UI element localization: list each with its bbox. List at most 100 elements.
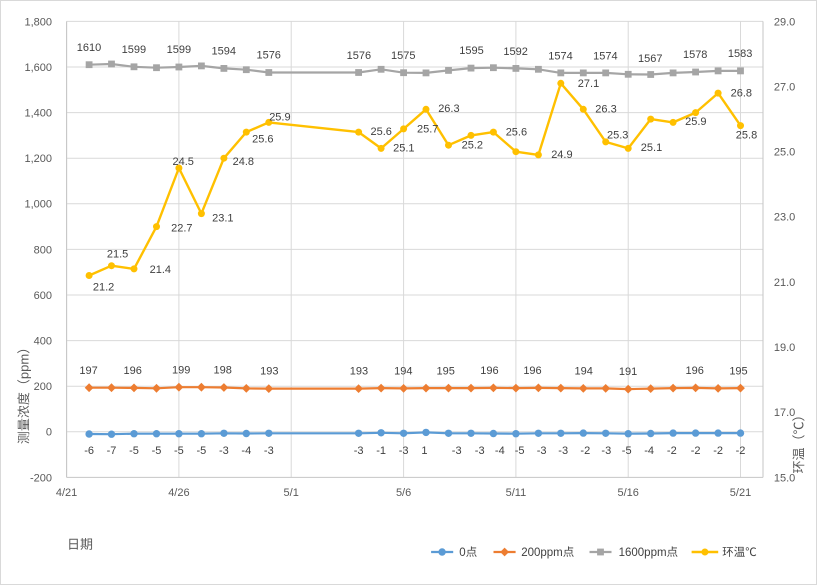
svg-text:-2: -2 bbox=[691, 445, 701, 457]
svg-text:15.0: 15.0 bbox=[774, 472, 795, 484]
svg-text:26.3: 26.3 bbox=[595, 104, 616, 116]
svg-text:25.6: 25.6 bbox=[370, 126, 391, 138]
svg-text:17.0: 17.0 bbox=[774, 407, 795, 419]
svg-text:-2: -2 bbox=[667, 445, 677, 457]
svg-text:1610: 1610 bbox=[77, 42, 101, 54]
svg-text:200: 200 bbox=[34, 381, 52, 393]
svg-text:1: 1 bbox=[421, 445, 427, 457]
svg-text:1,800: 1,800 bbox=[24, 16, 52, 28]
svg-text:4/26: 4/26 bbox=[168, 487, 189, 499]
svg-text:23.0: 23.0 bbox=[774, 212, 795, 224]
svg-text:-3: -3 bbox=[475, 445, 485, 457]
svg-text:1574: 1574 bbox=[548, 50, 572, 62]
svg-text:-3: -3 bbox=[537, 445, 547, 457]
svg-text:-5: -5 bbox=[515, 445, 525, 457]
svg-text:25.1: 25.1 bbox=[641, 142, 662, 154]
svg-text:21.2: 21.2 bbox=[93, 282, 114, 294]
svg-text:25.8: 25.8 bbox=[736, 129, 757, 141]
svg-text:1574: 1574 bbox=[593, 50, 617, 62]
svg-text:26.3: 26.3 bbox=[438, 103, 459, 115]
svg-text:21.4: 21.4 bbox=[150, 264, 171, 276]
svg-text:24.9: 24.9 bbox=[551, 149, 572, 161]
svg-text:-2: -2 bbox=[580, 445, 590, 457]
svg-text:24.5: 24.5 bbox=[172, 156, 193, 168]
svg-text:195: 195 bbox=[729, 365, 747, 377]
svg-text:-4: -4 bbox=[241, 445, 251, 457]
svg-text:25.9: 25.9 bbox=[269, 111, 290, 123]
svg-text:-6: -6 bbox=[84, 445, 94, 457]
svg-text:-4: -4 bbox=[495, 445, 505, 457]
svg-text:5/6: 5/6 bbox=[396, 487, 411, 499]
svg-text:-3: -3 bbox=[399, 445, 409, 457]
svg-text:1,600: 1,600 bbox=[24, 62, 52, 74]
svg-text:-200: -200 bbox=[30, 472, 52, 484]
svg-text:1599: 1599 bbox=[167, 44, 191, 56]
svg-text:1576: 1576 bbox=[256, 50, 280, 62]
svg-text:24.8: 24.8 bbox=[233, 156, 254, 168]
svg-text:0: 0 bbox=[46, 427, 52, 439]
svg-text:195: 195 bbox=[437, 365, 455, 377]
svg-text:196: 196 bbox=[686, 365, 704, 377]
svg-text:23.1: 23.1 bbox=[212, 212, 233, 224]
svg-text:-5: -5 bbox=[152, 445, 162, 457]
svg-text:-5: -5 bbox=[174, 445, 184, 457]
svg-text:600: 600 bbox=[34, 290, 52, 302]
svg-text:-3: -3 bbox=[219, 445, 229, 457]
svg-text:0: 0 bbox=[459, 547, 465, 559]
svg-text:26.8: 26.8 bbox=[731, 88, 752, 100]
svg-text:1600ppm: 1600ppm bbox=[619, 547, 667, 559]
svg-text:27.0: 27.0 bbox=[774, 81, 795, 93]
svg-text:1,400: 1,400 bbox=[24, 108, 52, 120]
svg-text:25.6: 25.6 bbox=[252, 134, 273, 146]
svg-text:194: 194 bbox=[394, 366, 412, 378]
svg-text:-4: -4 bbox=[644, 445, 654, 457]
svg-text:1578: 1578 bbox=[683, 49, 707, 61]
svg-text:-7: -7 bbox=[107, 445, 117, 457]
svg-text:1,000: 1,000 bbox=[24, 199, 52, 211]
svg-text:4/21: 4/21 bbox=[56, 487, 77, 499]
svg-text:19.0: 19.0 bbox=[774, 342, 795, 354]
svg-text:800: 800 bbox=[34, 244, 52, 256]
svg-text:400: 400 bbox=[34, 336, 52, 348]
svg-text:29.0: 29.0 bbox=[774, 16, 795, 28]
svg-text:199: 199 bbox=[172, 364, 190, 376]
svg-text:25.6: 25.6 bbox=[506, 127, 527, 139]
svg-text:-5: -5 bbox=[129, 445, 139, 457]
svg-text:25.2: 25.2 bbox=[462, 140, 483, 152]
svg-text:5/11: 5/11 bbox=[506, 487, 527, 499]
svg-text:194: 194 bbox=[575, 366, 593, 378]
svg-text:193: 193 bbox=[350, 366, 368, 378]
svg-text:1567: 1567 bbox=[638, 53, 662, 65]
svg-text:1592: 1592 bbox=[503, 46, 527, 58]
svg-text:-2: -2 bbox=[736, 445, 746, 457]
svg-text:198: 198 bbox=[214, 365, 232, 377]
svg-text:196: 196 bbox=[523, 365, 541, 377]
svg-text:196: 196 bbox=[480, 365, 498, 377]
svg-text:25.0: 25.0 bbox=[774, 147, 795, 159]
svg-text:-1: -1 bbox=[376, 445, 386, 457]
svg-text:1583: 1583 bbox=[728, 48, 752, 60]
svg-text:197: 197 bbox=[79, 365, 97, 377]
svg-text:-2: -2 bbox=[713, 445, 723, 457]
svg-text:25.9: 25.9 bbox=[685, 116, 706, 128]
svg-text:1575: 1575 bbox=[391, 50, 415, 62]
svg-text:-5: -5 bbox=[197, 445, 207, 457]
svg-text:1576: 1576 bbox=[347, 50, 371, 62]
svg-text:25.3: 25.3 bbox=[607, 130, 628, 142]
svg-text:1594: 1594 bbox=[212, 45, 236, 57]
svg-text:1595: 1595 bbox=[459, 45, 483, 57]
svg-text:-5: -5 bbox=[622, 445, 632, 457]
svg-text:5/21: 5/21 bbox=[730, 487, 751, 499]
svg-text:21.5: 21.5 bbox=[107, 249, 128, 261]
svg-text:25.7: 25.7 bbox=[417, 124, 438, 136]
svg-text:193: 193 bbox=[260, 366, 278, 378]
svg-text:22.7: 22.7 bbox=[171, 223, 192, 235]
svg-text:-3: -3 bbox=[264, 445, 274, 457]
svg-text:-3: -3 bbox=[354, 445, 364, 457]
svg-text:27.1: 27.1 bbox=[578, 78, 599, 90]
svg-text:5/16: 5/16 bbox=[617, 487, 638, 499]
svg-text:191: 191 bbox=[619, 366, 637, 378]
svg-text:ppm: ppm bbox=[16, 354, 31, 379]
svg-text:-3: -3 bbox=[558, 445, 568, 457]
svg-text:25.1: 25.1 bbox=[393, 143, 414, 155]
